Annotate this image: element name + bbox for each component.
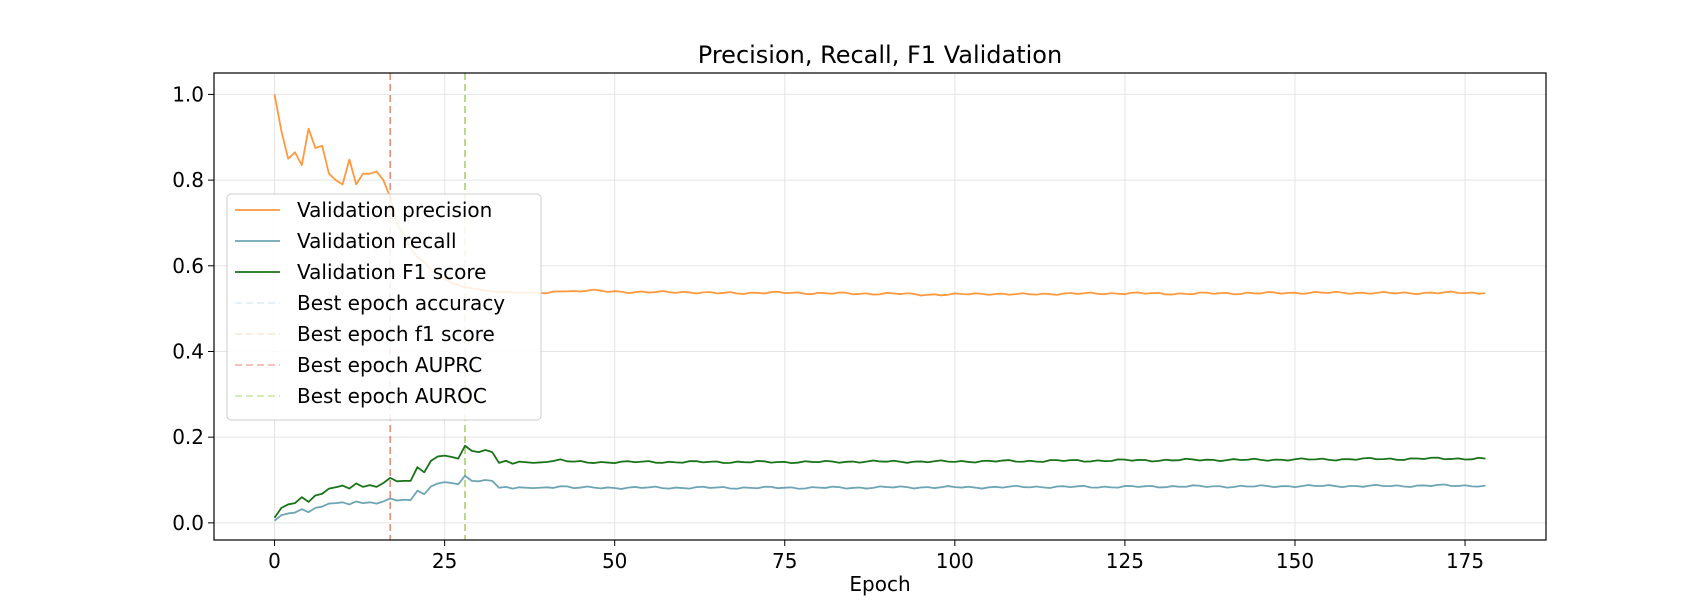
x-tick-label: 125 [1106, 549, 1144, 573]
x-tick-label: 175 [1446, 549, 1484, 573]
y-tick-label: 0.8 [172, 168, 204, 192]
legend-label: Validation precision [297, 198, 492, 222]
legend-label: Validation F1 score [297, 260, 486, 284]
legend: Validation precision Validation recall Val… [226, 193, 542, 421]
x-axis-ticks: 0 25 50 75 100 125 150 175 [268, 540, 1484, 573]
x-tick-label: 75 [772, 549, 797, 573]
chart-title: Precision, Recall, F1 Validation [698, 41, 1062, 69]
y-tick-label: 0.0 [172, 511, 204, 535]
x-axis-label: Epoch [849, 572, 910, 596]
y-tick-label: 0.6 [172, 254, 204, 278]
x-tick-label: 150 [1276, 549, 1314, 573]
y-tick-label: 0.4 [172, 339, 204, 363]
x-tick-label: 50 [602, 549, 627, 573]
series-line [273, 474, 1486, 522]
legend-label: Best epoch AUROC [297, 384, 487, 408]
legend-box [226, 193, 542, 421]
legend-label: Validation recall [297, 229, 457, 253]
y-axis-ticks: 0.0 0.2 0.4 0.6 0.8 1.0 [172, 82, 214, 535]
x-tick-label: 100 [936, 549, 974, 573]
series-line [273, 444, 1486, 519]
y-tick-label: 1.0 [172, 82, 204, 106]
y-tick-label: 0.2 [172, 425, 204, 449]
legend-label: Best epoch f1 score [297, 322, 495, 346]
legend-label: Best epoch accuracy [297, 291, 505, 315]
legend-label: Best epoch AUPRC [297, 353, 482, 377]
plot-frame [213, 72, 1547, 541]
x-tick-label: 0 [268, 549, 281, 573]
x-tick-label: 25 [432, 549, 457, 573]
